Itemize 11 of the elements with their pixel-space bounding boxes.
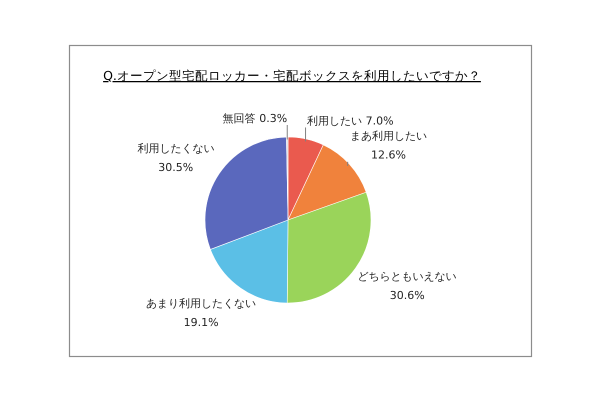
slice-label: 無回答 0.3% [222,112,288,125]
chart-title: Q.オープン型宅配ロッカー・宅配ボックスを利用したいですか？ [103,68,481,83]
data-label: 30.5% [158,161,194,174]
slice-label: あまり利用したくない [146,296,256,310]
data-label: 19.1% [184,316,219,329]
slice-label: まあ利用したい [350,130,427,143]
slice-label: 利用したくない [137,142,214,156]
slice-label: 利用したい 7.0% [307,114,394,128]
data-label: 12.6% [370,148,406,162]
slice-label: どちらともいえない [358,270,457,283]
data-label: 30.6% [390,288,425,302]
